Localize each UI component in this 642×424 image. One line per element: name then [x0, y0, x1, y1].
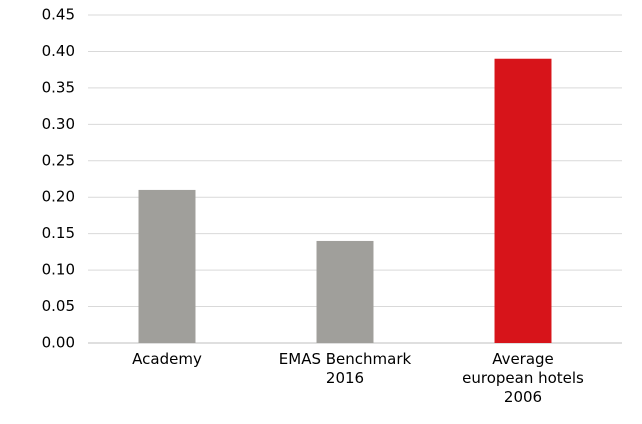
y-tick-label: 0.05	[42, 297, 75, 315]
y-tick-label: 0.30	[42, 115, 75, 133]
y-tick-label: 0.10	[42, 261, 75, 279]
y-tick-label: 0.15	[42, 224, 75, 242]
x-tick-label: Academy	[132, 350, 202, 368]
bar	[138, 189, 196, 343]
x-tick-label: Average european hotels 2006	[462, 350, 584, 406]
y-tick-label: 0.45	[42, 6, 75, 24]
y-tick-label: 0.35	[42, 78, 75, 96]
y-tick-label: 0.25	[42, 151, 75, 169]
bar	[494, 58, 552, 343]
y-tick-label: 0.00	[42, 334, 75, 352]
x-tick-label: EMAS Benchmark 2016	[278, 350, 412, 387]
y-tick-label: 0.20	[42, 188, 75, 206]
bar	[316, 240, 374, 343]
y-tick-label: 0.40	[42, 42, 75, 60]
